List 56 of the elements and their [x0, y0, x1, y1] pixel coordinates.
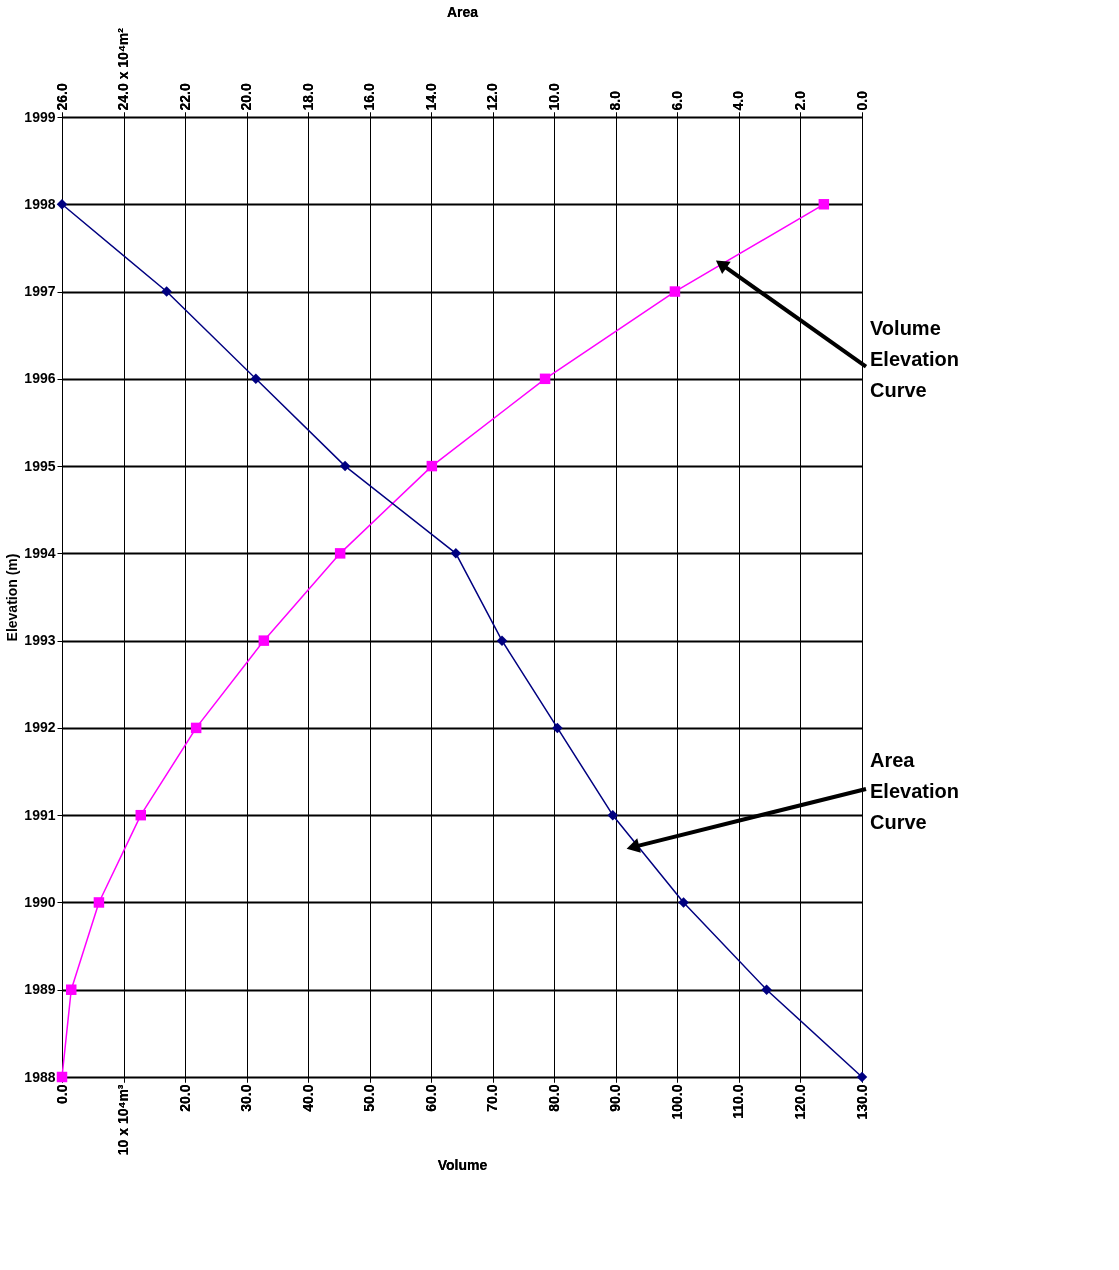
point: [496, 635, 508, 646]
point: [678, 897, 689, 908]
x-tick-label: 80.0: [545, 1084, 562, 1112]
point: [607, 809, 619, 821]
y-tick-label: 1996: [24, 370, 56, 387]
annotation: Area Elevation Curve: [870, 748, 959, 833]
y-tick-label: 1997: [24, 283, 56, 300]
y-tick-label: 1991: [24, 806, 56, 823]
x2-tick-label: 18.0: [299, 83, 316, 111]
x2-tick-label: 24.0 x 10⁴m²: [115, 27, 132, 111]
y-tick-label: 1993: [24, 632, 56, 649]
y-tick-label: 1990: [24, 893, 56, 910]
x2-tick-label: 4.0: [730, 90, 747, 111]
x-tick-label: 60.0: [422, 1084, 439, 1112]
x2-tick-label: 22.0: [176, 83, 193, 111]
x-tick-label: 30.0: [238, 1084, 255, 1112]
y-axis-title: Elevation (m): [4, 553, 21, 642]
x2-tick-label: 26.0: [53, 83, 70, 111]
x-tick-label: 90.0: [607, 1084, 624, 1112]
point: [339, 460, 351, 472]
x-tick-label: 0.0: [53, 1084, 70, 1104]
y-tick-label: 1989: [24, 981, 56, 998]
y-tick-label: 1992: [24, 719, 56, 736]
x2-tick-label: 10.0: [545, 83, 562, 111]
x-tick-label: 110.0: [730, 1084, 747, 1119]
x-tick-label: 100.0: [668, 1084, 685, 1120]
x-tick-label: 10 x 10⁴m³: [115, 1084, 132, 1156]
point: [250, 373, 262, 385]
x-tick-label: 130.0: [853, 1084, 870, 1120]
y-tick-label: 1988: [24, 1068, 56, 1085]
x2-tick-label: 12.0: [484, 83, 501, 111]
x2-tick-label: 0.0: [853, 90, 870, 111]
y-tick-label: 1999: [24, 108, 56, 125]
x2-tick-label: 8.0: [607, 90, 624, 111]
x-tick-label: 40.0: [299, 1084, 316, 1112]
y-tick-label: 1998: [24, 195, 56, 212]
point: [56, 199, 68, 210]
y-tick-label: 1995: [24, 457, 56, 474]
x-tick-label: 50.0: [361, 1084, 378, 1112]
x2-tick-label: 16.0: [361, 83, 378, 111]
x-tick-label: 20.0: [176, 1084, 193, 1112]
x-axis-title: Volume: [437, 1157, 488, 1174]
point: [450, 548, 462, 559]
x2-axis-title: Area: [446, 4, 479, 21]
point: [552, 722, 563, 734]
x2-tick-label: 14.0: [422, 83, 439, 111]
x-tick-label: 70.0: [484, 1084, 501, 1112]
point: [856, 1071, 868, 1083]
x-tick-label: 120.0: [791, 1084, 808, 1120]
x2-tick-label: 6.0: [668, 90, 685, 111]
y-tick-label: 1994: [24, 544, 56, 561]
point: [761, 984, 772, 995]
x2-tick-label: 20.0: [238, 83, 255, 111]
point: [161, 286, 172, 297]
annotation: Volume Elevation Curve: [870, 316, 959, 401]
x2-tick-label: 2.0: [791, 90, 808, 111]
